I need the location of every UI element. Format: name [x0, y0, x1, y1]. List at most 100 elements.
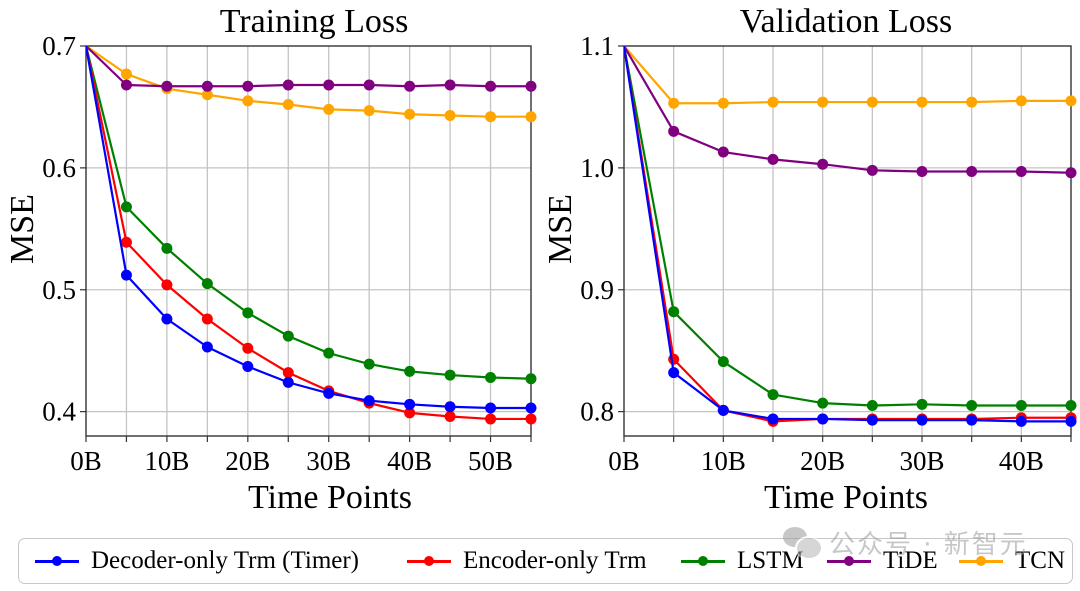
data-point	[916, 96, 928, 108]
data-point	[444, 109, 456, 121]
series-line	[86, 45, 531, 88]
legend-item-encoder-only-trm[interactable]: Encoder-only Trm	[407, 545, 647, 577]
data-point	[817, 96, 829, 108]
data-point	[1065, 167, 1077, 179]
data-point	[120, 79, 132, 91]
y-tick-label: 0.4	[42, 397, 76, 427]
data-point	[866, 96, 878, 108]
data-point	[1015, 415, 1027, 427]
data-point	[668, 353, 680, 365]
data-point	[120, 201, 132, 213]
data-point	[866, 164, 878, 176]
data-point	[916, 166, 928, 178]
legend-label: LSTM	[737, 547, 804, 574]
legend-item-tcn[interactable]: TCN	[959, 545, 1065, 577]
legend-marker-icon	[827, 551, 871, 571]
legend-label: TiDE	[883, 547, 938, 574]
y-axis-label: MSE	[542, 194, 579, 264]
data-point	[242, 307, 254, 319]
data-point	[817, 158, 829, 170]
data-point	[282, 330, 294, 342]
data-point	[1065, 95, 1077, 107]
data-point	[1015, 95, 1027, 107]
data-point	[525, 413, 537, 425]
data-point	[717, 356, 729, 368]
data-point	[767, 413, 779, 425]
x-tick-label: 10B	[701, 446, 746, 476]
data-point	[282, 367, 294, 379]
data-point	[966, 414, 978, 426]
data-point	[485, 372, 497, 383]
data-point	[404, 108, 416, 120]
legend-item-tide[interactable]: TiDE	[827, 545, 938, 577]
series-tide	[86, 45, 537, 92]
series-line	[86, 45, 532, 380]
series-line	[86, 45, 531, 410]
legend-marker-icon	[959, 551, 1003, 571]
x-tick-label: 0B	[608, 446, 640, 476]
series-line	[624, 45, 1071, 105]
data-point	[668, 306, 680, 318]
data-point	[201, 278, 213, 290]
legend-marker-icon	[681, 551, 725, 571]
data-point	[1015, 400, 1027, 412]
legend-label: TCN	[1015, 547, 1065, 574]
data-point	[668, 125, 680, 137]
legend-item-decoder-only-trm[interactable]: Decoder-only Trm (Timer)	[35, 545, 359, 577]
data-point	[323, 103, 335, 115]
data-point	[282, 376, 294, 388]
data-point	[404, 407, 416, 419]
plot-frame	[85, 45, 532, 437]
y-tick-label: 1.1	[580, 31, 614, 61]
data-point	[161, 279, 173, 291]
data-point	[717, 146, 729, 158]
data-point	[120, 236, 132, 248]
x-axis-label: Time Points	[764, 479, 928, 516]
data-point	[323, 387, 335, 399]
legend-marker-icon	[35, 551, 79, 571]
data-point	[866, 414, 878, 426]
legend-item-lstm[interactable]: LSTM	[681, 545, 804, 577]
data-point	[916, 414, 928, 426]
data-point	[525, 111, 537, 123]
training-loss-panel: Training Loss Time Points MSE 0B 10B 20B 30…	[4, 3, 537, 516]
series-line	[624, 45, 1071, 423]
data-point	[966, 166, 978, 178]
series-decoder-only-trm-timer	[624, 45, 1077, 427]
chart-title: Training Loss	[220, 3, 409, 40]
data-point	[485, 402, 497, 414]
x-tick-label: 30B	[899, 446, 944, 476]
data-point	[120, 68, 132, 80]
data-point	[525, 373, 537, 385]
data-point	[525, 80, 537, 92]
y-tick-label: 0.5	[42, 275, 76, 305]
series-lstm	[624, 45, 1077, 412]
chart-title: Validation Loss	[740, 3, 952, 40]
data-point	[363, 105, 375, 117]
data-point	[444, 79, 456, 91]
series-line	[624, 45, 1072, 174]
series-tide	[624, 45, 1077, 179]
data-point	[525, 402, 537, 414]
x-tick-label: 0B	[70, 446, 102, 476]
data-point	[717, 97, 729, 109]
data-point	[817, 413, 829, 425]
data-point	[242, 80, 254, 92]
data-point	[1015, 166, 1027, 178]
validation-loss-panel: Validation Loss Time Points MSE 0B 10B 20B…	[542, 3, 1077, 516]
data-point	[1065, 400, 1077, 412]
series-lstm	[86, 45, 537, 385]
data-point	[323, 347, 335, 359]
legend: Decoder-only Trm (Timer) Encoder-only Tr…	[18, 538, 1073, 584]
y-tick-label: 1.0	[580, 153, 614, 183]
data-point	[668, 367, 680, 379]
data-point	[120, 269, 132, 281]
data-point	[966, 400, 978, 412]
data-point	[323, 79, 335, 91]
data-point	[363, 395, 375, 407]
data-point	[201, 313, 213, 325]
data-point	[201, 89, 213, 101]
x-tick-label: 40B	[999, 446, 1044, 476]
series-line	[624, 45, 1071, 407]
